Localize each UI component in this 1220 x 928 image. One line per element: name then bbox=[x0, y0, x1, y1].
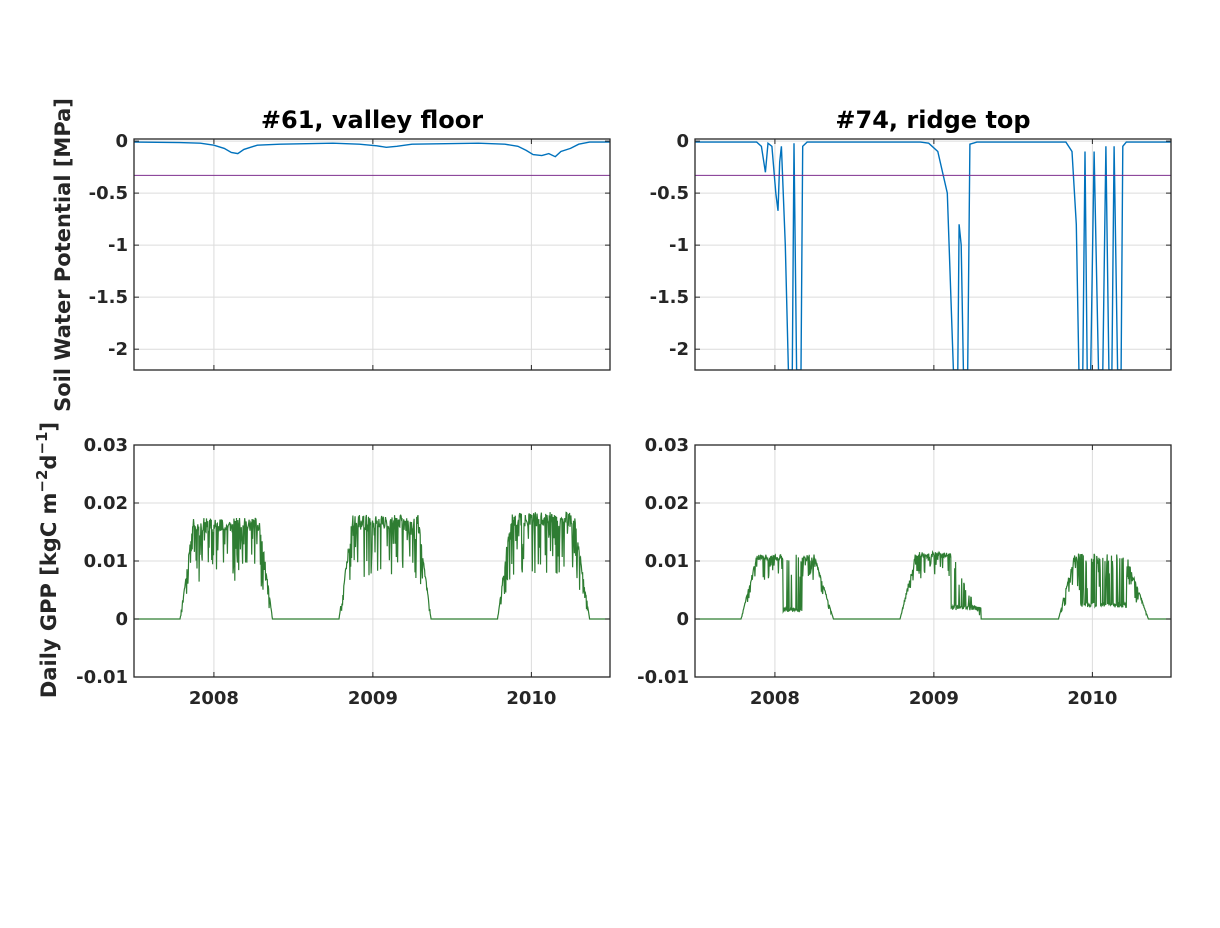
x-tick-label: 2010 bbox=[506, 688, 556, 709]
plot-series-group bbox=[695, 549, 1171, 620]
y-tick-label: 0.02 bbox=[645, 493, 689, 514]
soil-water-potential-line bbox=[134, 141, 610, 158]
panel-title: #61, valley floor bbox=[261, 106, 483, 134]
y-tick-label: -1 bbox=[108, 235, 128, 256]
gpp-label-end: ] bbox=[37, 422, 61, 432]
gpp-label-mid: d bbox=[37, 455, 61, 470]
y-tick-label: 0.02 bbox=[84, 493, 128, 514]
plot-series-group bbox=[695, 141, 1171, 370]
axes-frame bbox=[694, 138, 1172, 371]
plot-area bbox=[134, 139, 610, 370]
y-tick-label: 0.01 bbox=[645, 551, 689, 572]
x-tick-label: 2008 bbox=[750, 688, 800, 709]
panel-ridge-top-swp: 0 -0.5 -1 -1.5 -2 #74, ridge top bbox=[650, 106, 1172, 371]
y-tick-label: 0 bbox=[115, 609, 128, 630]
panel-valley-floor-gpp: 0.03 0.02 0.01 0 -0.01 2008 2009 2010 bbox=[76, 435, 611, 709]
x-tick-label: 2010 bbox=[1067, 688, 1117, 709]
daily-gpp-line bbox=[134, 511, 610, 620]
x-tick-label: 2009 bbox=[909, 688, 959, 709]
y-tick-label: -0.5 bbox=[89, 183, 128, 204]
y-tick-label: -1.5 bbox=[650, 287, 689, 308]
x-tick-label: 2008 bbox=[189, 688, 239, 709]
y-tick-label: -2 bbox=[108, 339, 128, 360]
y-tick-label: 0.03 bbox=[645, 435, 689, 456]
y-tick-label: -1.5 bbox=[89, 287, 128, 308]
y-axis-label-daily-gpp: Daily GPP [kgC m−2d−1] bbox=[33, 422, 61, 698]
y-tick-label: -0.5 bbox=[650, 183, 689, 204]
soil-water-potential-line bbox=[695, 141, 1171, 370]
axes-frame bbox=[133, 138, 611, 371]
daily-gpp-line bbox=[695, 549, 1171, 620]
panel-title: #74, ridge top bbox=[835, 106, 1030, 134]
y-tick-label: 0.03 bbox=[84, 435, 128, 456]
y-tick-label: 0 bbox=[676, 609, 689, 630]
plot-series-group bbox=[134, 511, 610, 620]
y-axis-label-soil-water-potential: Soil Water Potential [MPa] bbox=[51, 98, 75, 412]
x-tick-label: 2009 bbox=[348, 688, 398, 709]
panel-valley-floor-swp: 0 -0.5 -1 -1.5 -2 #61, valley floor bbox=[89, 106, 611, 371]
y-tick-label: 0 bbox=[676, 131, 689, 152]
gpp-label-sup1: −2 bbox=[33, 470, 51, 493]
y-tick-label: -1 bbox=[669, 235, 689, 256]
gpp-label-sup2: −1 bbox=[33, 432, 51, 455]
y-tick-label: 0 bbox=[115, 131, 128, 152]
y-tick-label: -2 bbox=[669, 339, 689, 360]
y-tick-label: -0.01 bbox=[637, 667, 689, 688]
gpp-label-base: Daily GPP [kgC m bbox=[37, 493, 61, 699]
panel-ridge-top-gpp: 0.03 0.02 0.01 0 -0.01 2008 2009 2010 bbox=[637, 435, 1172, 709]
plot-series-group bbox=[134, 141, 610, 176]
y-tick-label: 0.01 bbox=[84, 551, 128, 572]
y-tick-label: -0.01 bbox=[76, 667, 128, 688]
plot-area bbox=[695, 139, 1171, 370]
